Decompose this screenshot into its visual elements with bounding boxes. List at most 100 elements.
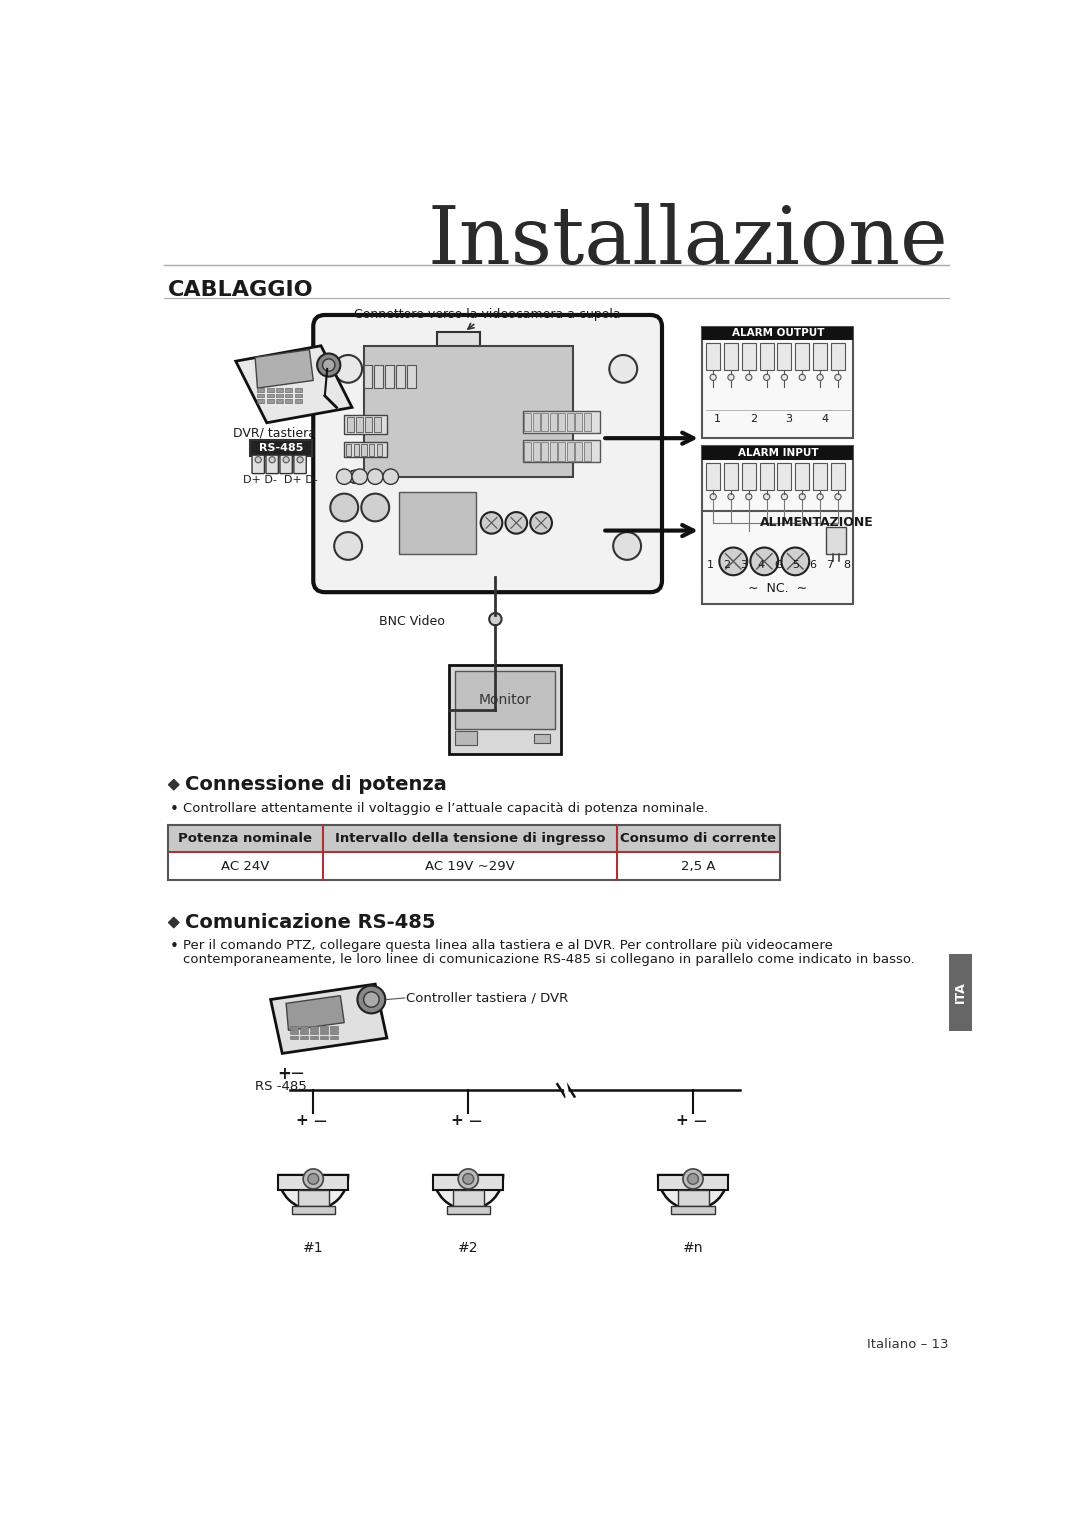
Bar — [702, 327, 853, 439]
Circle shape — [330, 494, 359, 522]
Circle shape — [781, 374, 787, 380]
Text: 1: 1 — [714, 414, 721, 423]
Bar — [300, 1035, 308, 1039]
Text: ALARM OUTPUT: ALARM OUTPUT — [731, 328, 824, 339]
Bar — [375, 417, 381, 433]
Bar — [742, 463, 756, 489]
Text: −: − — [288, 1065, 303, 1083]
Text: Comunicazione RS-485: Comunicazione RS-485 — [185, 913, 435, 933]
Circle shape — [609, 354, 637, 384]
Bar — [523, 440, 600, 462]
Text: #2: #2 — [458, 1241, 478, 1255]
Bar — [558, 442, 565, 460]
Text: Consumo di corrente: Consumo di corrente — [620, 831, 777, 845]
Circle shape — [764, 374, 770, 380]
Circle shape — [799, 494, 806, 500]
Text: AC 24V: AC 24V — [221, 859, 269, 873]
Circle shape — [751, 548, 779, 575]
Bar — [724, 344, 738, 370]
Bar — [759, 463, 773, 489]
Text: Intervallo della tensione di ingresso: Intervallo della tensione di ingresso — [335, 831, 605, 845]
Bar — [706, 463, 720, 489]
Bar — [375, 365, 383, 388]
Circle shape — [613, 532, 642, 560]
Text: AC 19V ~29V: AC 19V ~29V — [424, 859, 515, 873]
Bar — [724, 463, 738, 489]
Bar — [583, 442, 591, 460]
Text: #n: #n — [683, 1241, 703, 1255]
Bar — [672, 1206, 715, 1213]
Circle shape — [255, 457, 261, 463]
Bar — [702, 327, 853, 341]
Text: −: − — [312, 1114, 327, 1132]
Text: Monitor: Monitor — [478, 693, 531, 707]
Polygon shape — [235, 345, 352, 423]
Bar — [742, 344, 756, 370]
Text: Controllare attentamente il voltaggio e l’attuale capacità di potenza nominale.: Controllare attentamente il voltaggio e … — [183, 802, 708, 815]
Bar — [276, 388, 283, 393]
Bar — [455, 730, 476, 744]
Circle shape — [303, 1169, 323, 1189]
Text: 3: 3 — [741, 560, 747, 571]
Bar — [347, 417, 353, 433]
Text: •: • — [170, 802, 178, 816]
Bar — [369, 443, 375, 456]
Text: ALARM INPUT: ALARM INPUT — [738, 448, 819, 457]
Bar — [249, 440, 312, 456]
FancyBboxPatch shape — [280, 456, 293, 474]
Bar — [583, 413, 591, 431]
Bar — [257, 399, 265, 403]
Text: ∼  NC.  ∼: ∼ NC. ∼ — [748, 581, 808, 595]
Text: RS -485: RS -485 — [255, 1080, 307, 1094]
Circle shape — [463, 1174, 474, 1184]
Text: 3: 3 — [785, 414, 793, 423]
Text: 4: 4 — [821, 414, 828, 423]
Circle shape — [318, 353, 340, 376]
Bar — [658, 1175, 728, 1190]
Bar — [321, 1026, 328, 1029]
Circle shape — [334, 532, 362, 560]
Bar — [285, 388, 293, 393]
Polygon shape — [271, 985, 387, 1054]
Bar — [677, 1190, 708, 1206]
Bar — [567, 442, 573, 460]
Circle shape — [728, 374, 734, 380]
Text: −: − — [691, 1114, 706, 1132]
Circle shape — [816, 374, 823, 380]
Bar — [267, 399, 273, 403]
Bar — [353, 443, 359, 456]
Bar — [550, 413, 556, 431]
Bar — [706, 344, 720, 370]
Bar — [433, 1175, 503, 1190]
FancyBboxPatch shape — [313, 314, 662, 592]
Bar — [541, 442, 548, 460]
Text: contemporaneamente, le loro linee di comunicazione RS-485 si collegano in parall: contemporaneamente, le loro linee di com… — [183, 953, 915, 966]
Bar — [364, 365, 373, 388]
Circle shape — [337, 469, 352, 485]
Circle shape — [505, 512, 527, 534]
Bar — [356, 417, 363, 433]
Bar — [576, 413, 582, 431]
Circle shape — [781, 548, 809, 575]
Bar — [550, 442, 556, 460]
Circle shape — [710, 374, 716, 380]
Circle shape — [357, 986, 386, 1014]
Text: CABLAGGIO: CABLAGGIO — [167, 281, 313, 301]
Bar — [300, 1026, 308, 1029]
Bar — [310, 1026, 318, 1029]
Bar — [267, 394, 273, 397]
Bar — [257, 394, 265, 397]
Circle shape — [835, 374, 841, 380]
Bar — [576, 442, 582, 460]
Circle shape — [323, 359, 335, 371]
Bar — [407, 365, 416, 388]
Circle shape — [710, 494, 716, 500]
Text: Italiano – 13: Italiano – 13 — [867, 1338, 948, 1350]
Circle shape — [745, 374, 752, 380]
Text: −: − — [467, 1114, 482, 1132]
Bar — [813, 463, 827, 489]
Text: Connessione di potenza: Connessione di potenza — [185, 775, 446, 795]
Circle shape — [367, 469, 383, 485]
Circle shape — [362, 494, 389, 522]
Circle shape — [728, 494, 734, 500]
